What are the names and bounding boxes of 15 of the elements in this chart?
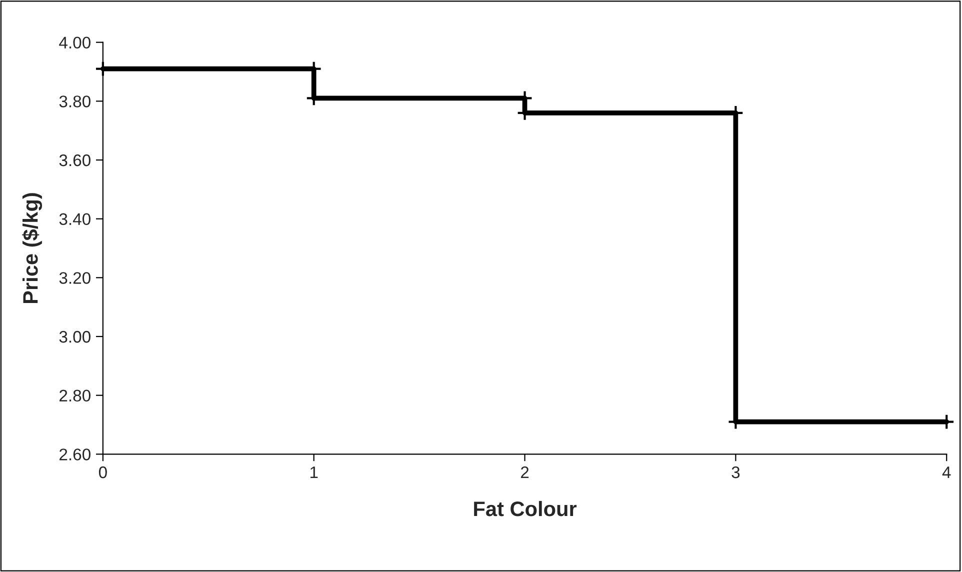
- y-tick-label: 4.00: [59, 36, 90, 49]
- y-tick-label: 3.40: [59, 213, 90, 226]
- y-tick-label: 2.80: [60, 390, 90, 402]
- y-tick-label: 2.60: [60, 448, 90, 460]
- x-tick-label: 3: [732, 466, 740, 478]
- y-tick-label: 3.80: [59, 96, 90, 108]
- y-tick-label: 3.20: [59, 272, 90, 284]
- y-axis-title: Price ($/kg): [22, 193, 42, 304]
- y-tick-label: 3.00: [59, 330, 90, 343]
- y-tick-label: 3.60: [59, 154, 90, 166]
- x-tick-label: 4: [942, 466, 951, 478]
- x-tick-label: 2: [520, 466, 529, 478]
- x-tick-label: 0: [98, 466, 107, 478]
- x-tick-label: 1: [310, 466, 318, 478]
- x-axis-title: Fat Colour: [474, 500, 577, 516]
